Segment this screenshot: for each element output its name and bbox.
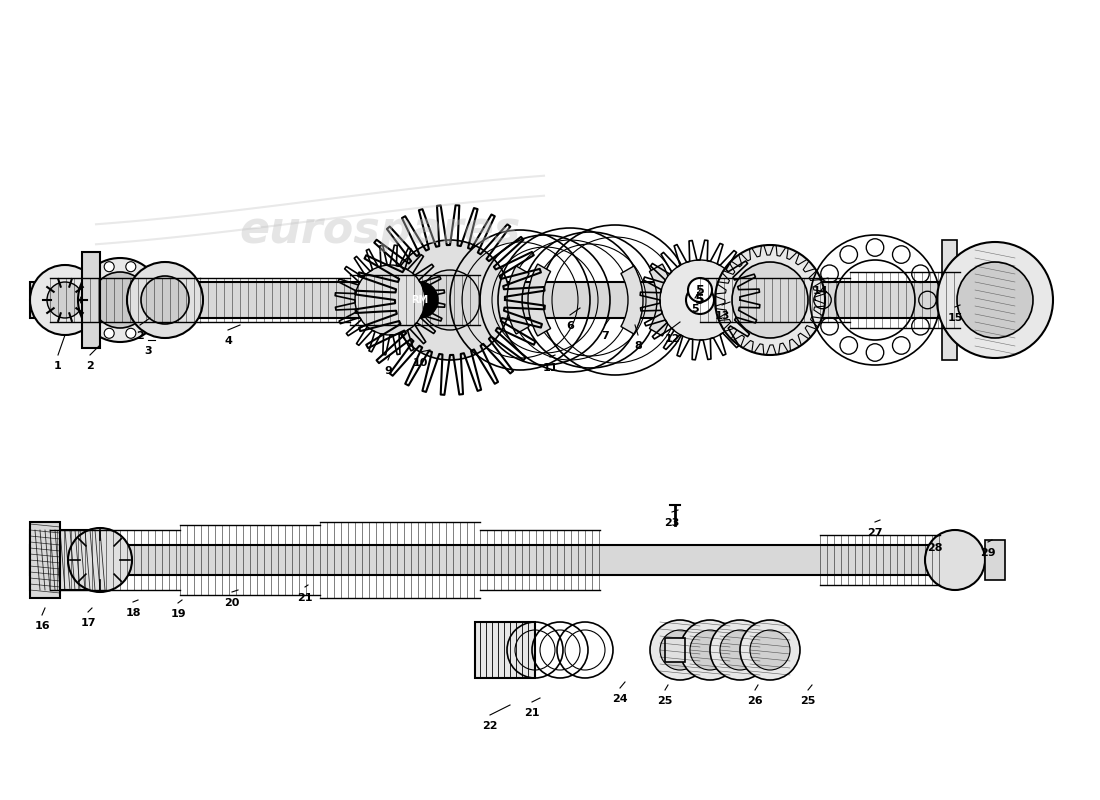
Circle shape: [660, 630, 700, 670]
Bar: [30, 282, 1050, 318]
Wedge shape: [528, 264, 551, 336]
Text: 19: 19: [170, 609, 186, 619]
Circle shape: [750, 630, 790, 670]
Circle shape: [720, 630, 760, 670]
Circle shape: [143, 315, 153, 326]
Text: 4: 4: [224, 336, 232, 346]
Circle shape: [92, 272, 148, 328]
Text: 2: 2: [136, 331, 144, 341]
Text: 13: 13: [714, 311, 729, 321]
Circle shape: [680, 620, 740, 680]
Circle shape: [125, 328, 135, 338]
Text: RM: RM: [411, 295, 429, 305]
Text: 7: 7: [601, 331, 609, 341]
Text: 12: 12: [664, 334, 680, 344]
Circle shape: [47, 282, 82, 318]
Bar: [30, 545, 980, 575]
Text: 15: 15: [947, 313, 962, 323]
Circle shape: [957, 262, 1033, 338]
Circle shape: [688, 278, 712, 302]
Text: 26: 26: [747, 696, 762, 706]
Bar: [475, 622, 535, 678]
Circle shape: [660, 260, 740, 340]
Text: 11: 11: [542, 363, 558, 373]
Text: 5: 5: [695, 293, 705, 307]
Circle shape: [150, 295, 160, 305]
Circle shape: [355, 265, 425, 335]
Circle shape: [420, 270, 480, 330]
Circle shape: [690, 630, 730, 670]
Text: 27: 27: [867, 528, 882, 538]
Circle shape: [650, 620, 710, 680]
Text: 5: 5: [695, 283, 704, 297]
Circle shape: [143, 274, 153, 285]
Wedge shape: [649, 264, 672, 336]
Bar: [30, 522, 60, 598]
Text: 8: 8: [634, 341, 642, 351]
Wedge shape: [507, 266, 529, 334]
Circle shape: [87, 315, 97, 326]
Circle shape: [390, 240, 510, 360]
Text: 25: 25: [801, 696, 816, 706]
Circle shape: [715, 245, 825, 355]
Text: 5: 5: [691, 304, 698, 314]
Text: 3: 3: [144, 346, 152, 356]
Circle shape: [937, 242, 1053, 358]
Text: 20: 20: [224, 598, 240, 608]
Circle shape: [87, 274, 97, 285]
Text: 2: 2: [86, 361, 94, 371]
Bar: [666, 638, 685, 662]
Text: 6: 6: [566, 321, 574, 331]
Text: 21: 21: [297, 593, 312, 603]
Text: 10: 10: [412, 358, 428, 368]
Text: 28: 28: [927, 543, 943, 553]
Circle shape: [78, 258, 162, 342]
Text: 25: 25: [658, 696, 673, 706]
Circle shape: [80, 295, 90, 305]
Text: 14: 14: [812, 286, 828, 296]
Circle shape: [104, 262, 114, 272]
Circle shape: [710, 620, 770, 680]
Circle shape: [925, 530, 985, 590]
Circle shape: [30, 265, 100, 335]
Bar: [30, 530, 110, 590]
Circle shape: [732, 262, 808, 338]
Circle shape: [402, 282, 438, 318]
Text: 29: 29: [980, 548, 996, 558]
Circle shape: [104, 328, 114, 338]
Text: 21: 21: [525, 708, 540, 718]
Circle shape: [686, 286, 714, 314]
Wedge shape: [620, 266, 644, 334]
Text: 1: 1: [54, 361, 62, 371]
Circle shape: [126, 262, 204, 338]
Circle shape: [68, 528, 132, 592]
Bar: [82, 252, 100, 348]
Circle shape: [141, 276, 189, 324]
Text: 22: 22: [482, 721, 497, 731]
Text: 18: 18: [125, 608, 141, 618]
Circle shape: [740, 620, 800, 680]
Bar: [942, 240, 957, 360]
Text: 9: 9: [384, 366, 392, 376]
Circle shape: [125, 262, 135, 272]
Text: 17: 17: [80, 618, 96, 628]
Text: 24: 24: [613, 694, 628, 704]
Bar: [984, 540, 1005, 580]
Text: eurospares: eurospares: [240, 209, 520, 251]
Text: 16: 16: [34, 621, 50, 631]
Text: 23: 23: [664, 518, 680, 528]
